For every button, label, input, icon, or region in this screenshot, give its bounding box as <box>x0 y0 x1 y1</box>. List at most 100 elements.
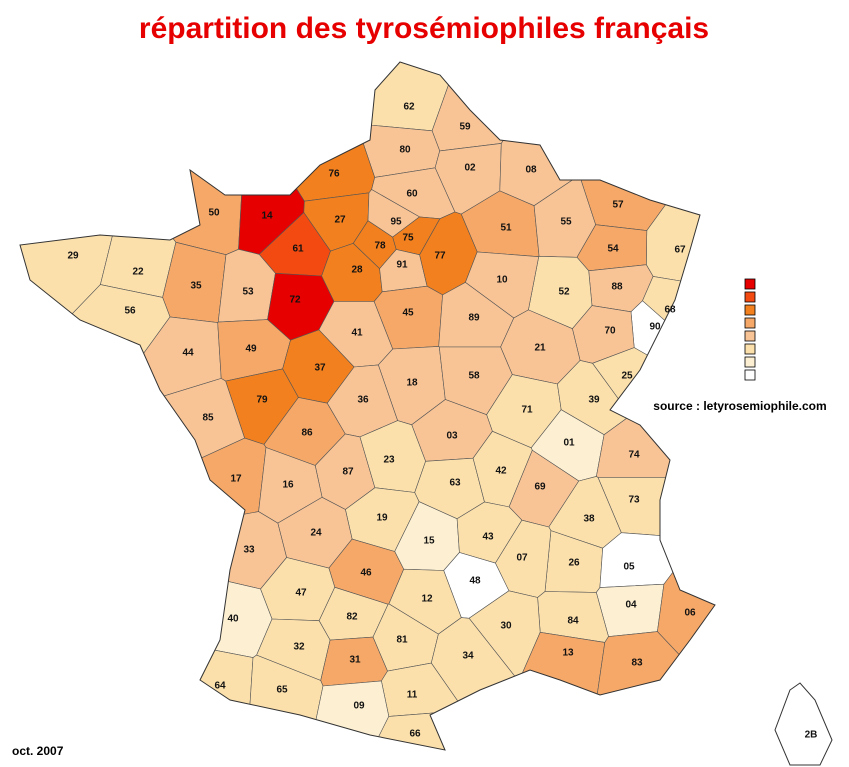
department-label: 48 <box>469 576 481 587</box>
department <box>20 543 273 658</box>
department-label: 84 <box>567 616 579 627</box>
department-label: 12 <box>421 594 433 605</box>
department-label: 49 <box>245 344 257 355</box>
department-label: 07 <box>516 553 528 564</box>
legend-swatch <box>744 330 756 342</box>
department-label: 31 <box>349 655 361 666</box>
legend-swatch <box>744 278 756 290</box>
department-label: 36 <box>357 395 369 406</box>
department-label: 02 <box>464 163 476 174</box>
department-label: 08 <box>525 165 537 176</box>
source: source : letyrosemiophile.com <box>653 399 826 413</box>
department-label: 95 <box>390 217 402 228</box>
legend <box>744 278 756 381</box>
legend-swatch <box>744 356 756 368</box>
department-label: 53 <box>242 287 254 298</box>
department-label: 64 <box>214 681 226 692</box>
department-label: 06 <box>684 608 696 619</box>
department-label: 66 <box>409 729 421 740</box>
department-label: 38 <box>583 514 595 525</box>
department-label: 57 <box>612 200 624 211</box>
department-label: 77 <box>434 251 446 262</box>
department-label: 01 <box>563 438 575 449</box>
department-label: 75 <box>402 233 414 244</box>
department-label: 41 <box>351 328 363 339</box>
department <box>645 62 715 310</box>
department <box>596 405 715 478</box>
department-label: 68 <box>664 305 676 316</box>
department-label: 40 <box>227 614 239 625</box>
department-label: 62 <box>403 102 415 113</box>
department-label: 54 <box>607 244 619 255</box>
department-label: 28 <box>351 265 363 276</box>
legend-swatch <box>744 291 756 303</box>
department-label: 39 <box>588 395 600 406</box>
department-label: 55 <box>560 217 572 228</box>
department <box>597 477 715 539</box>
department-label: 43 <box>482 532 494 543</box>
department-label: 37 <box>314 363 326 374</box>
department-label: 45 <box>402 308 414 319</box>
department-label: 90 <box>649 322 661 333</box>
department-label: 44 <box>182 348 194 359</box>
legend-swatch <box>744 343 756 355</box>
legend-swatch <box>744 317 756 329</box>
department-label: 56 <box>124 306 136 317</box>
department-label: 76 <box>328 169 340 180</box>
department-label: 78 <box>374 241 386 252</box>
department-label: 32 <box>293 642 305 653</box>
department-label: 58 <box>468 371 480 382</box>
department-label: 63 <box>449 478 461 489</box>
department-label: 60 <box>406 189 418 200</box>
department-label: 82 <box>346 612 358 623</box>
department-label: 33 <box>243 545 255 556</box>
department-label: 30 <box>500 621 512 632</box>
department-label: 23 <box>383 455 395 466</box>
legend-swatch <box>744 369 756 381</box>
department-label: 14 <box>261 211 273 222</box>
date: oct. 2007 <box>12 744 64 758</box>
department-label: 70 <box>604 326 616 337</box>
department-label: 52 <box>558 287 570 298</box>
department-label: 29 <box>67 251 79 262</box>
legend-swatch <box>744 304 756 316</box>
department-label: 09 <box>353 701 365 712</box>
department-label: 87 <box>342 467 354 478</box>
department <box>586 631 715 750</box>
department-label: 16 <box>282 480 294 491</box>
coastline <box>19 61 716 751</box>
department-label: 18 <box>406 378 418 389</box>
department-label: 2B <box>805 730 818 741</box>
department-label: 67 <box>674 245 686 256</box>
department-label: 81 <box>396 635 408 646</box>
department-label: 04 <box>625 600 637 611</box>
department-label: 83 <box>631 658 643 669</box>
department-label: 25 <box>621 371 633 382</box>
department-label: 85 <box>202 413 214 424</box>
department-label: 34 <box>462 651 474 662</box>
department-label: 13 <box>562 648 574 659</box>
department-label: 74 <box>628 450 640 461</box>
department-label: 72 <box>289 295 301 306</box>
department-label: 26 <box>568 558 580 569</box>
department-label: 27 <box>334 215 346 226</box>
department-label: 03 <box>446 431 458 442</box>
department-label: 42 <box>495 466 507 477</box>
department-label: 80 <box>399 145 411 156</box>
department-label: 05 <box>623 562 635 573</box>
department <box>20 437 267 546</box>
department-label: 79 <box>256 395 268 406</box>
department-label: 73 <box>628 495 640 506</box>
department-label: 71 <box>521 405 533 416</box>
department-label: 22 <box>132 267 144 278</box>
department-label: 59 <box>459 122 471 133</box>
department-label: 61 <box>292 244 304 255</box>
department-label: 35 <box>190 281 202 292</box>
title: répartition des tyrosémiophiles français <box>139 12 709 45</box>
department-label: 69 <box>534 482 546 493</box>
corsica-outline <box>774 682 833 766</box>
department-label: 46 <box>360 568 372 579</box>
department-label: 89 <box>468 313 480 324</box>
